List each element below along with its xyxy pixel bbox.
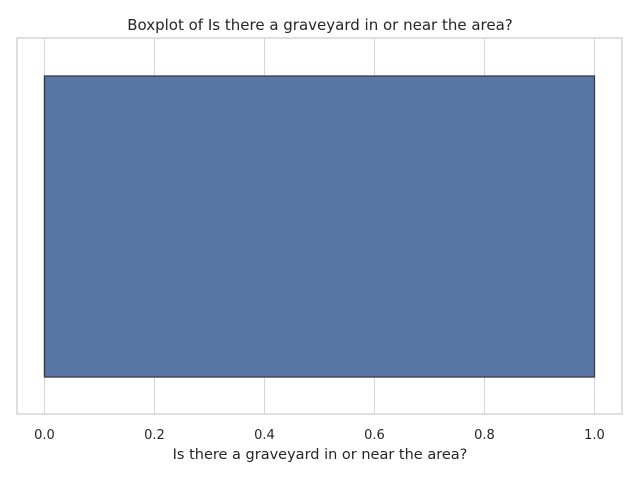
- x-tick-label: 0.0: [34, 428, 55, 443]
- x-tick-label: 0.8: [474, 428, 495, 443]
- x-tick-label: 0.4: [254, 428, 275, 443]
- x-tick-label: 1.0: [584, 428, 605, 443]
- x-tick-label: 0.2: [144, 428, 165, 443]
- x-axis-label: Is there a graveyard in or near the area…: [173, 447, 468, 463]
- x-tick-label: 0.6: [364, 428, 385, 443]
- chart-title: Boxplot of Is there a graveyard in or ne…: [127, 16, 513, 34]
- iqr-box: [43, 75, 596, 378]
- plot-frame: [16, 37, 623, 415]
- x-tick-labels: 0.0 0.2 0.4 0.6 0.8 1.0: [34, 428, 605, 443]
- box-group: [43, 75, 596, 378]
